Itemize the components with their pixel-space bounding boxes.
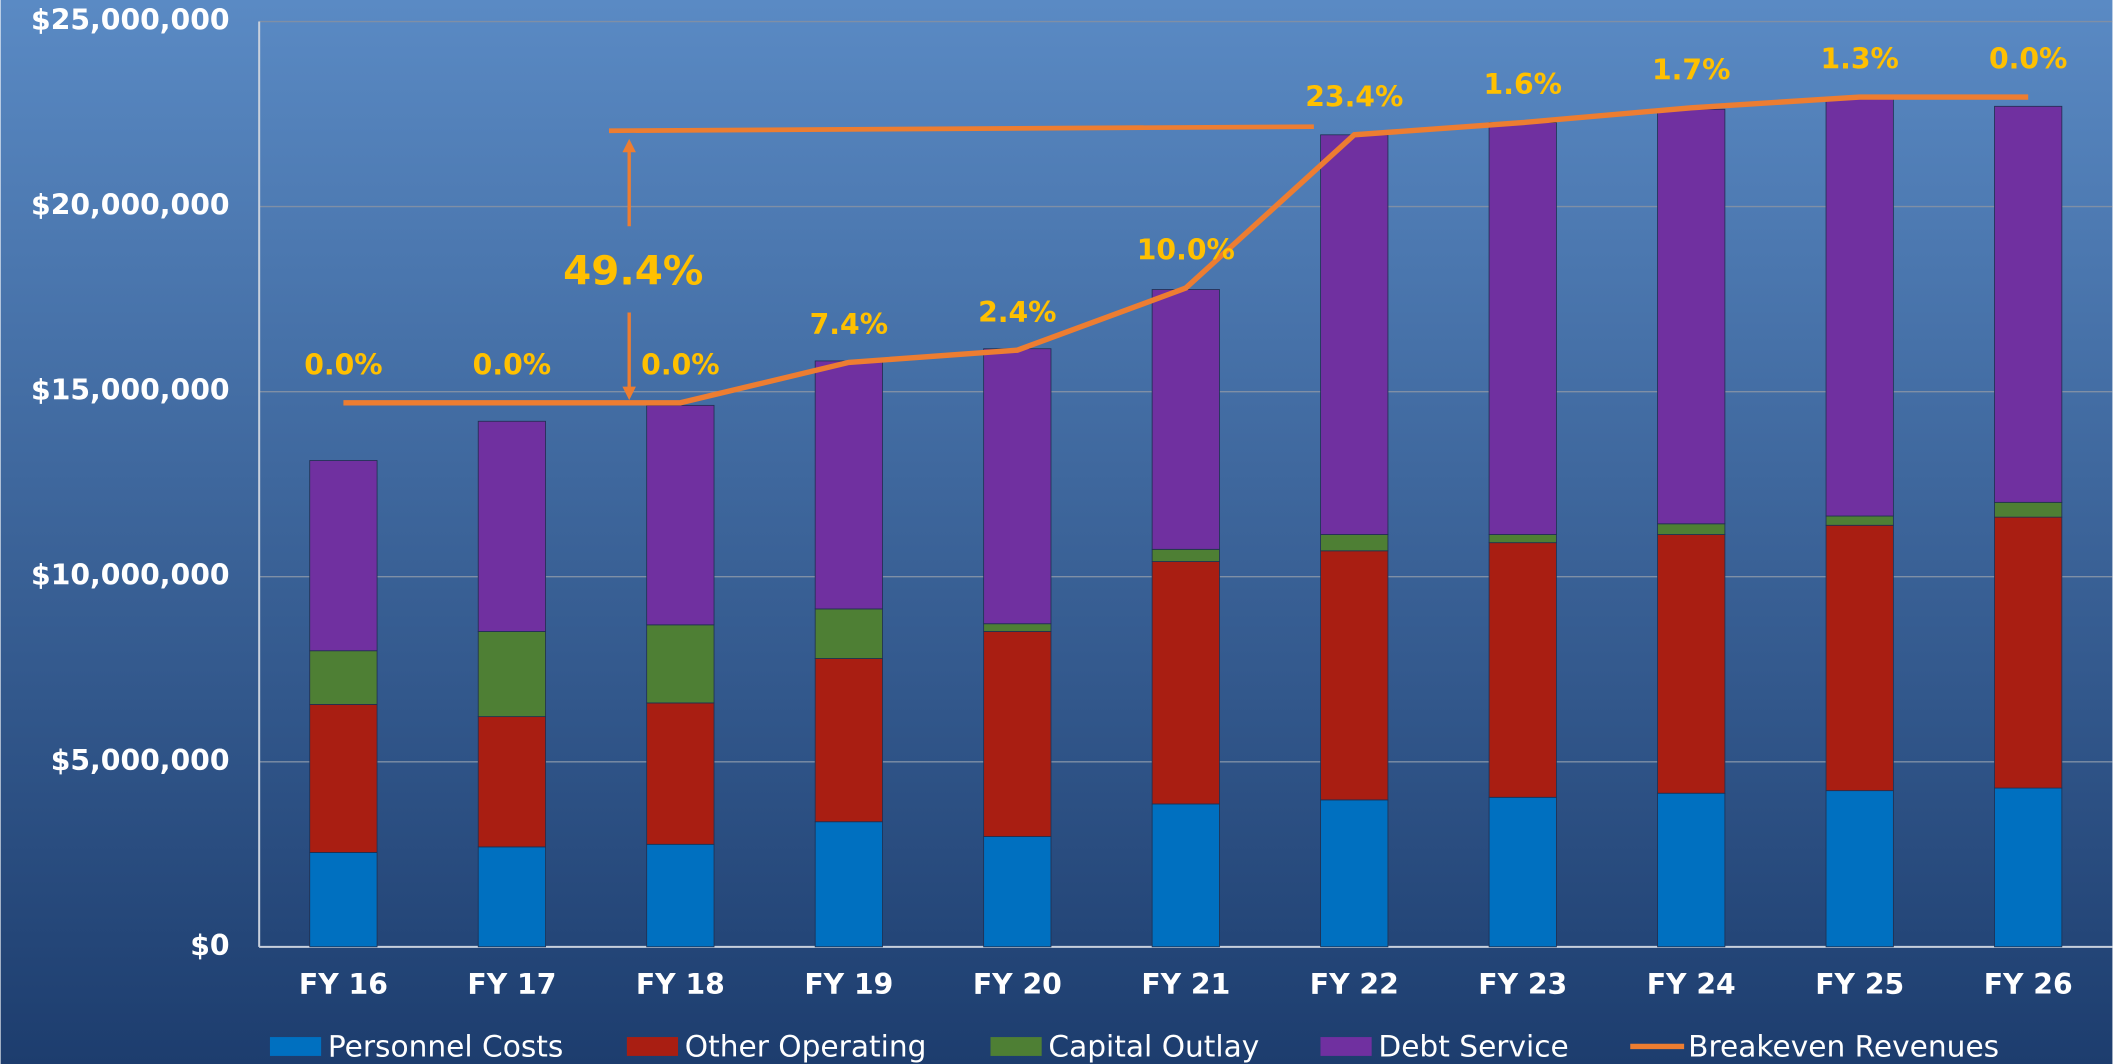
bar-segment: [814, 658, 883, 823]
bar-segment: [1825, 524, 1894, 792]
x-tick-label: FY 17: [467, 968, 556, 1001]
growth-label: 23.4%: [1305, 80, 1403, 113]
y-tick-label: $25,000,000: [31, 4, 229, 37]
bar-segment: [1488, 122, 1557, 535]
bar-segment: [1320, 534, 1389, 552]
callout-level: [608, 124, 1314, 134]
growth-label: 0.0%: [473, 348, 551, 381]
bar-segment: [983, 623, 1052, 632]
bar-segment: [1825, 515, 1894, 526]
legend-swatch: [626, 1037, 679, 1056]
bar-segment: [646, 404, 715, 626]
arrow-head: [622, 138, 636, 153]
bar-segment: [1994, 105, 2063, 503]
bar-segment: [1657, 792, 1726, 948]
bar-segment: [309, 852, 378, 948]
legend-label: Breakeven Revenues: [1688, 1028, 1999, 1063]
bar-segment: [1151, 289, 1220, 550]
callout-label: 49.4%: [563, 246, 703, 294]
legend-label: Capital Outlay: [1048, 1028, 1259, 1063]
growth-label: 1.7%: [1652, 53, 1730, 86]
bar-segment: [1151, 803, 1220, 948]
bar-segment: [477, 420, 546, 632]
growth-label: 1.6%: [1484, 68, 1562, 101]
bar-segment: [1320, 799, 1389, 948]
bar-segment: [646, 843, 715, 948]
x-tick-label: FY 26: [1984, 968, 2073, 1001]
bar-segment: [1994, 516, 2063, 789]
legend-swatch: [990, 1037, 1042, 1056]
bar-segment: [1657, 108, 1726, 525]
growth-label: 2.4%: [978, 296, 1056, 329]
arrow-head: [622, 386, 636, 401]
bar-segment: [1994, 501, 2063, 518]
x-tick-label: FY 22: [1310, 968, 1399, 1001]
x-tick-label: FY 20: [973, 968, 1062, 1001]
growth-label: 10.0%: [1137, 234, 1235, 267]
y-tick-label: $20,000,000: [31, 189, 229, 222]
bar-segment: [814, 360, 883, 610]
x-tick-label: FY 21: [1141, 968, 1230, 1001]
bar-segment: [1488, 542, 1557, 798]
growth-label: 7.4%: [810, 308, 888, 341]
growth-label: 0.0%: [641, 348, 719, 381]
line: [343, 94, 2029, 406]
bar-segment: [309, 650, 378, 705]
x-tick-label: FY 25: [1815, 968, 1904, 1001]
bar-segment: [814, 608, 883, 659]
bar-segment: [1488, 796, 1557, 948]
bar-segment: [1320, 134, 1389, 535]
legend-swatch: [1320, 1037, 1372, 1056]
x-tick-label: FY 19: [804, 968, 893, 1001]
bar-segment: [1488, 534, 1557, 544]
bar-segment: [983, 348, 1052, 625]
legend-label: Other Operating: [685, 1028, 927, 1063]
x-tick-label: FY 23: [1478, 968, 1567, 1001]
bar-segment: [309, 703, 378, 853]
y-tick-label: $10,000,000: [31, 559, 229, 592]
bar-segment: [1994, 787, 2063, 948]
bar-segment: [1151, 548, 1220, 562]
bar-segment: [309, 460, 378, 652]
bar-segment: [983, 631, 1052, 837]
bar-segment: [477, 716, 546, 848]
bar-segment: [1320, 550, 1389, 801]
growth-label: 0.0%: [304, 348, 382, 381]
legend-swatch: [269, 1037, 322, 1056]
y-tick-label: $0: [190, 929, 229, 962]
bar-segment: [477, 846, 546, 948]
y-tick-label: $5,000,000: [51, 744, 230, 777]
bar-segment: [1151, 561, 1220, 805]
bar-segment: [1657, 534, 1726, 794]
legend-label: Personnel Costs: [328, 1028, 563, 1063]
y-tick-label: $15,000,000: [31, 374, 229, 407]
x-tick-label: FY 16: [299, 968, 388, 1001]
bar-segment: [646, 624, 715, 704]
bar-segment: [1825, 790, 1894, 948]
bar-segment: [1825, 97, 1894, 517]
bar-segment: [1657, 523, 1726, 535]
legend-label: Debt Service: [1378, 1028, 1568, 1063]
bar-segment: [646, 702, 715, 845]
x-tick-label: FY 18: [636, 968, 725, 1001]
bar-segment: [477, 631, 546, 718]
bar-segment: [814, 821, 883, 948]
growth-label: 1.3%: [1821, 43, 1899, 76]
growth-label: 0.0%: [1989, 43, 2067, 76]
x-tick-label: FY 24: [1647, 968, 1736, 1001]
bar-segment: [983, 836, 1052, 948]
